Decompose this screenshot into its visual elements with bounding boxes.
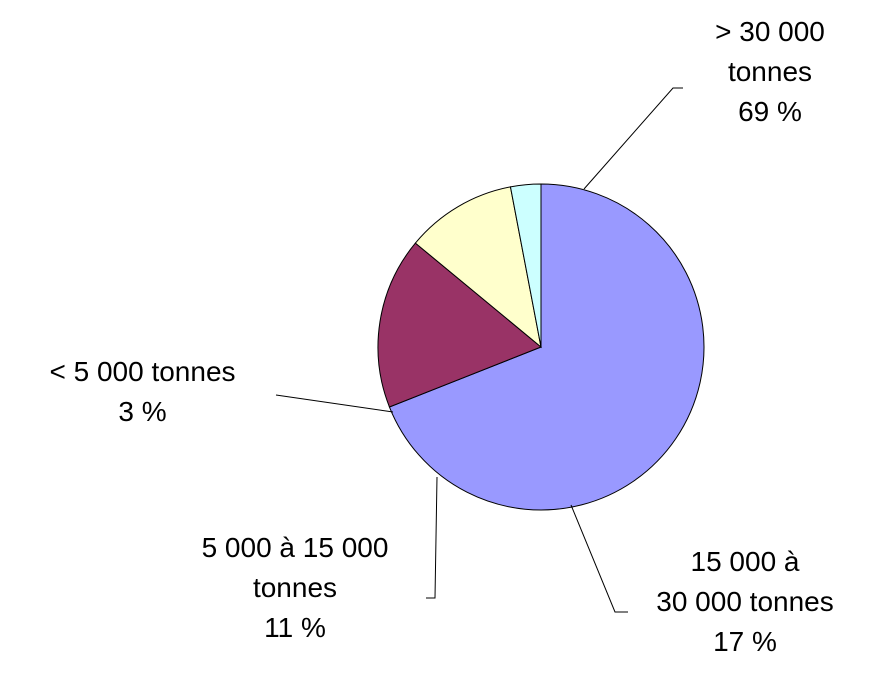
pie-slice-under-5000	[509, 183, 542, 348]
slice-label-line: 15 000 à	[690, 546, 800, 577]
slice-label-line: 30 000 tonnes	[656, 586, 834, 617]
pie-slice-over-30000	[388, 183, 705, 511]
slice-label-line: < 5 000 tonnes	[49, 356, 236, 387]
slice-label-line: tonnes	[252, 572, 338, 603]
slice-label-15000-30000: 15 000 à 30 000 tonnes 17 %	[620, 542, 870, 662]
slice-label-line: > 30 000	[715, 16, 825, 47]
slice-value-label: 17 %	[713, 626, 777, 657]
slice-value-label: 3 %	[118, 396, 167, 427]
slice-value-label: 69 %	[738, 96, 802, 127]
slice-label-5000-15000: 5 000 à 15 000 tonnes 11 %	[150, 528, 440, 648]
slice-label-over-30000: > 30 000 tonnes 69 %	[680, 12, 860, 132]
pie-slice-5000-15000	[414, 186, 542, 349]
leader-line-under-5000	[275, 394, 394, 413]
slice-label-under-5000: < 5 000 tonnes 3 %	[0, 352, 285, 432]
slice-value-label: 11 %	[264, 612, 326, 643]
pie-slice-15000-30000	[377, 242, 542, 408]
slice-label-line: 5 000 à 15 000	[201, 532, 389, 563]
slice-label-line: tonnes	[727, 56, 813, 87]
leader-line-5000-15000	[426, 476, 438, 599]
leader-line-15000-30000	[570, 504, 628, 613]
leader-line-over-30000	[583, 87, 683, 190]
